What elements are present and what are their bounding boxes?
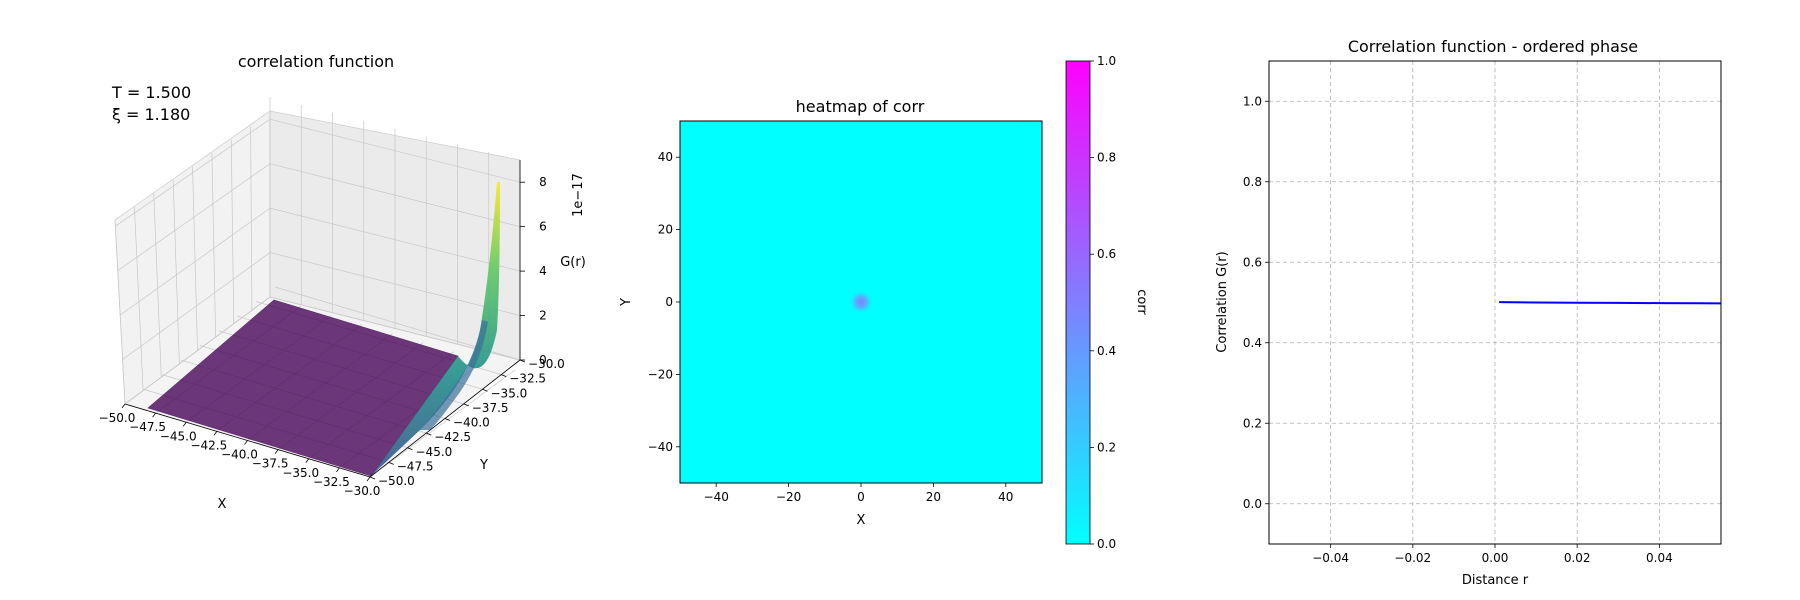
z-ticks-3d: 0 2 4 6 8 [520, 175, 547, 367]
line-series [1499, 301, 1722, 305]
x-tick-label-3d: −37.5 [252, 457, 289, 471]
line-y-tick-label: 0.0 [1243, 497, 1262, 511]
x-tick-label-3d: −35.0 [282, 466, 319, 480]
y-tick-label-3d: −37.5 [472, 401, 509, 415]
line-x-tick-label: 0.02 [1564, 551, 1591, 565]
line-title: Correlation function - ordered phase [1348, 37, 1638, 56]
line-panel: Correlation function - ordered phase −0.… [1215, 37, 1722, 588]
surface-curl [420, 320, 488, 430]
line-y-tick-label: 0.4 [1243, 336, 1262, 350]
y-tick-label-3d: −47.5 [397, 459, 434, 473]
x-tick-label-3d: −30.0 [344, 484, 381, 498]
x-tick-label-3d: −40.0 [221, 448, 258, 462]
temperature-annotation: T = 1.500 [111, 83, 191, 102]
heatmap-x-ticks: −40 −20 0 20 40 [704, 483, 1013, 504]
x-tick-label-3d: −45.0 [160, 429, 197, 443]
colorbar [1065, 60, 1091, 545]
y-tick-label-3d: −30.0 [528, 357, 565, 371]
line-y-tick-label: 1.0 [1243, 94, 1262, 108]
heatmap-x-tick-label: −20 [776, 490, 801, 504]
colorbar-tick-label: 0.4 [1097, 344, 1116, 358]
heatmap-y-tick-label: −40 [648, 440, 673, 454]
line-y-tick-label: 0.6 [1243, 255, 1262, 269]
heatmap-y-ticks: −40 −20 0 20 40 [648, 150, 680, 454]
x-tick-label-3d: −32.5 [313, 475, 350, 489]
y-tick-label-3d: −35.0 [491, 386, 528, 400]
y-tick-label-3d: −50.0 [378, 474, 415, 488]
heatmap-x-tick-label: 0 [857, 490, 865, 504]
colorbar-tick-label: 0.8 [1097, 151, 1116, 165]
correlation-series-line [1499, 301, 1722, 305]
colorbar-label: corr [1134, 289, 1149, 315]
line-x-tick-label: 0.04 [1646, 551, 1673, 565]
line-xlabel: Distance r [1462, 573, 1529, 588]
x-tick-label-3d: −50.0 [99, 411, 136, 425]
surface3d-zlabel: G(r) [560, 255, 586, 270]
heatmap-x-tick-label: 20 [926, 490, 941, 504]
z-tick-label-3d: 2 [539, 309, 547, 323]
line-y-tick-label: 0.2 [1243, 416, 1262, 430]
x-tick-label-3d: −47.5 [129, 420, 166, 434]
line-ylabel: Correlation G(r) [1215, 251, 1230, 352]
heatmap-panel: heatmap of corr −40 −20 0 20 40 −40−2002040 … [619, 54, 1149, 551]
z-tick-label-3d: 8 [539, 175, 547, 189]
heatmap-ylabel: Y [619, 298, 634, 307]
z-tick-label-3d: 0 [539, 353, 547, 367]
z-tick-label-3d: 6 [539, 220, 547, 234]
line-x-tick-label: 0.00 [1482, 551, 1509, 565]
line-x-ticks: −0.04 −0.02 0.00 0.02 0.04 [1312, 544, 1673, 565]
surface3d-title: correlation function [238, 52, 394, 71]
line-x-tick-label: −0.02 [1394, 551, 1431, 565]
z-tick-label-3d: 4 [539, 264, 547, 278]
colorbar-tick-label: 0.0 [1097, 537, 1116, 551]
heatmap-x-tick-label: −40 [704, 490, 729, 504]
colorbar-ticks: 0.0 0.2 0.4 0.6 0.8 1.0 [1090, 54, 1116, 551]
heatmap-xlabel: X [857, 513, 866, 528]
heatmap-x-tick-label: 40 [998, 490, 1013, 504]
y-tick-label-3d: −40.0 [453, 416, 490, 430]
heatmap-y-tick-label: 40 [658, 150, 673, 164]
colorbar-tick-label: 0.6 [1097, 247, 1116, 261]
y-tick-label-3d: −42.5 [434, 430, 471, 444]
heatmap-peak [849, 290, 873, 314]
surface3d-panel: correlation function T = 1.500 ξ = 1.180… [99, 52, 586, 512]
surface-mesh [158, 304, 451, 471]
heatmap-y-tick-label: 20 [658, 223, 673, 237]
y-ticks-3d: −50.0−47.5−45.0−42.5−40.0−37.5−35.0−32.5… [369, 357, 565, 488]
line-y-tick-label: 0.8 [1243, 175, 1262, 189]
y-tick-label-3d: −45.0 [416, 445, 453, 459]
x-ticks-3d: −50.0−47.5−45.0−42.5−40.0−37.5−35.0−32.5… [99, 403, 381, 498]
heatmap-title: heatmap of corr [796, 97, 925, 116]
colorbar-tick-label: 1.0 [1097, 54, 1116, 68]
heatmap-y-tick-label: −20 [648, 367, 673, 381]
xi-annotation: ξ = 1.180 [112, 105, 190, 124]
surface3d-offset-label: 1e−17 [571, 173, 586, 217]
colorbar-tick-label: 0.2 [1097, 440, 1116, 454]
line-x-tick-label: −0.04 [1312, 551, 1349, 565]
surface3d-xlabel: X [218, 497, 227, 512]
heatmap-y-tick-label: 0 [665, 295, 673, 309]
line-y-ticks: 0.0 0.2 0.4 0.6 0.8 1.0 [1243, 94, 1269, 511]
y-tick-label-3d: −32.5 [509, 372, 546, 386]
surface3d-ylabel: Y [479, 458, 488, 473]
x-tick-label-3d: −42.5 [190, 438, 227, 452]
